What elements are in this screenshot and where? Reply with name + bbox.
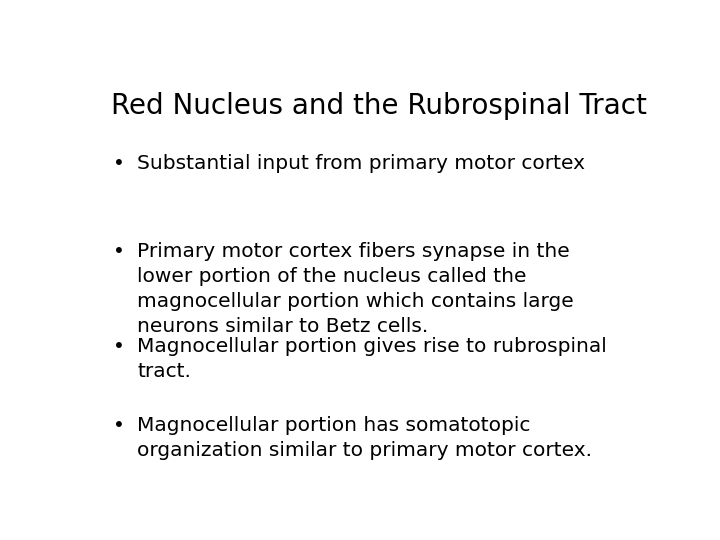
Text: •: • <box>114 337 125 356</box>
Text: •: • <box>114 241 125 260</box>
Text: Primary motor cortex fibers synapse in the
lower portion of the nucleus called t: Primary motor cortex fibers synapse in t… <box>138 241 574 335</box>
Text: Magnocellular portion has somatotopic
organization similar to primary motor cort: Magnocellular portion has somatotopic or… <box>138 416 593 460</box>
Text: Red Nucleus and the Rubrospinal Tract: Red Nucleus and the Rubrospinal Tract <box>111 92 647 120</box>
Text: •: • <box>114 416 125 435</box>
Text: Substantial input from primary motor cortex: Substantial input from primary motor cor… <box>138 154 585 173</box>
Text: Magnocellular portion gives rise to rubrospinal
tract.: Magnocellular portion gives rise to rubr… <box>138 337 607 381</box>
Text: •: • <box>114 154 125 173</box>
